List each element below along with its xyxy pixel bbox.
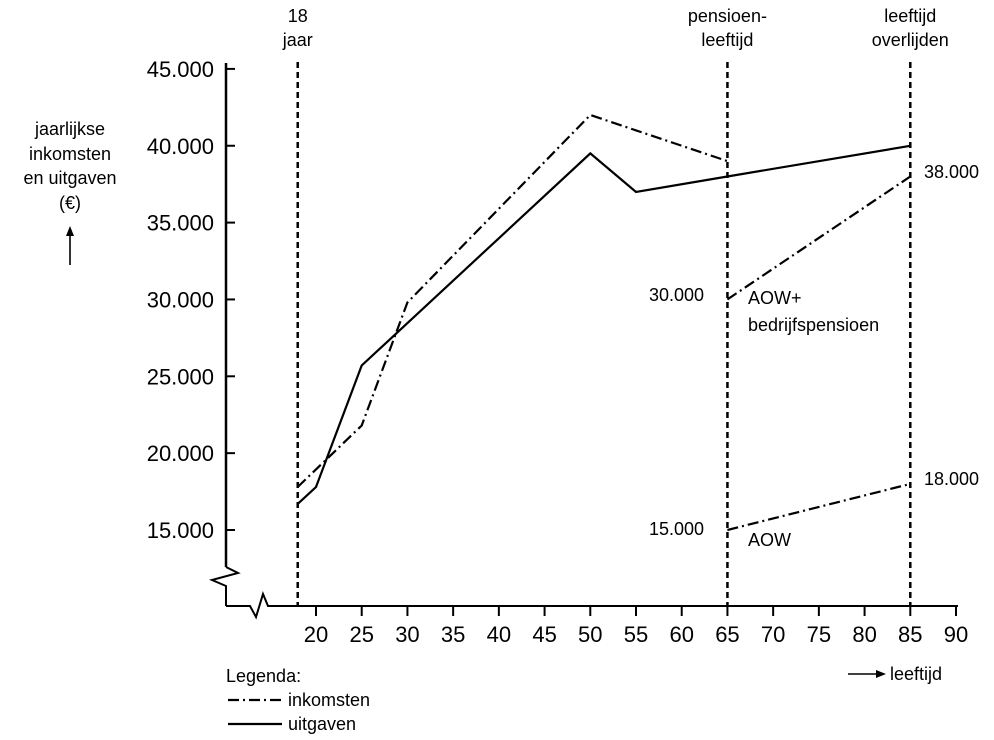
marker-label: overlijden xyxy=(872,30,949,50)
annotation: 38.000 xyxy=(924,162,979,182)
y-axis-label: en uitgaven xyxy=(23,168,116,188)
y-tick-label: 45.000 xyxy=(147,57,214,82)
x-tick-label: 90 xyxy=(944,622,968,647)
x-tick-label: 35 xyxy=(441,622,465,647)
annotation: AOW xyxy=(748,530,791,550)
y-tick-label: 35.000 xyxy=(147,211,214,236)
x-tick-label: 70 xyxy=(761,622,785,647)
marker-lines xyxy=(296,62,912,606)
x-tick-label: 55 xyxy=(624,622,648,647)
x-arrow-head xyxy=(876,670,886,678)
x-tick-label: 30 xyxy=(395,622,419,647)
series-line xyxy=(296,113,728,488)
marker-label: jaar xyxy=(282,30,313,50)
marker-label: pensioen- xyxy=(688,6,767,26)
x-tick-label: 65 xyxy=(715,622,739,647)
y-tick-label: 20.000 xyxy=(147,441,214,466)
x-tick-label: 60 xyxy=(669,622,693,647)
x-axis-line xyxy=(226,591,958,620)
legend-label: uitgaven xyxy=(288,714,356,734)
x-tick-label: 80 xyxy=(852,622,876,647)
annotation: 15.000 xyxy=(649,519,704,539)
legend-title: Legenda: xyxy=(226,666,301,686)
annotation: bedrijfspensioen xyxy=(748,315,879,335)
legend-label: inkomsten xyxy=(288,690,370,710)
x-tick-label: 25 xyxy=(349,622,373,647)
y-axis-label: (€) xyxy=(59,193,81,213)
y-tick-label: 40.000 xyxy=(147,134,214,159)
annotation: 30.000 xyxy=(649,285,704,305)
series-lines xyxy=(296,113,911,532)
x-tick-label: 20 xyxy=(304,622,328,647)
y-arrow-head xyxy=(66,226,74,236)
marker-label: 18 xyxy=(288,6,308,26)
y-axis-label: inkomsten xyxy=(29,144,111,164)
x-tick-label: 40 xyxy=(487,622,511,647)
axes xyxy=(66,63,958,678)
y-tick-label: 25.000 xyxy=(147,364,214,389)
marker-label: leeftijd xyxy=(884,6,936,26)
annotation: 18.000 xyxy=(924,469,979,489)
chart-labels: 15.000 20.000 25.000 30.000 35.000 40.000 45.0… xyxy=(23,6,979,734)
marker-label: leeftijd xyxy=(701,30,753,50)
series-line xyxy=(296,144,911,505)
x-tick-label: 50 xyxy=(578,622,602,647)
y-tick-label: 15.000 xyxy=(147,518,214,543)
y-axis-break xyxy=(208,566,241,606)
y-tick-label: 30.000 xyxy=(147,287,214,312)
x-tick-label: 85 xyxy=(898,622,922,647)
series-line xyxy=(727,482,911,532)
x-tick-label: 75 xyxy=(807,622,831,647)
annotation: AOW+ xyxy=(748,288,802,308)
x-tick-label: 45 xyxy=(532,622,556,647)
y-axis-label: jaarlijkse xyxy=(34,119,105,139)
series-line xyxy=(726,175,911,301)
x-axis-label: leeftijd xyxy=(890,664,942,684)
